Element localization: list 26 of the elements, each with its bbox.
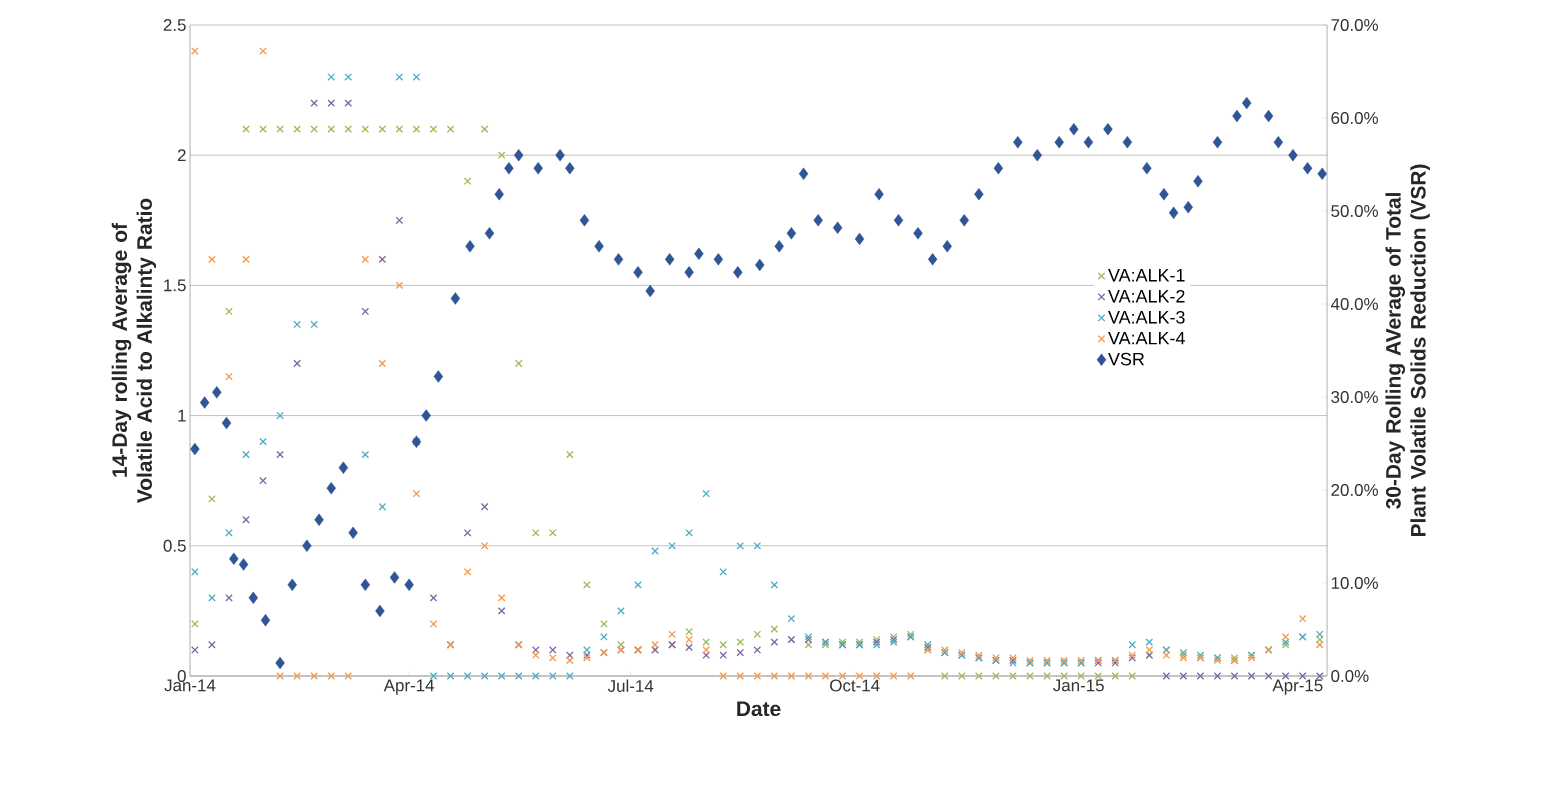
y2-tick-label: 70.0% — [1331, 18, 1378, 31]
y2-axis-title: 30-Day Rolling AVerage of Total Plant Volatile Solids Reduction (VSR) — [1385, 164, 1430, 537]
x-tick-label: Oct-14 — [830, 679, 880, 692]
x-tick-label: Apr-14 — [383, 679, 435, 695]
x-tick-label: Apr-15 — [1272, 679, 1323, 695]
y-tick-label: 1 — [178, 409, 186, 422]
legend-label: VSR — [1108, 352, 1145, 366]
y2-tick-label: 0.0% — [1331, 670, 1369, 682]
y2-tick-label: 50.0% — [1331, 204, 1378, 217]
y2-tick-label: 10.0% — [1331, 577, 1378, 589]
legend-label: VA:ALK-1 — [1108, 269, 1185, 282]
legend-label: VA:ALK-4 — [1108, 331, 1185, 345]
y-tick-label: 0.5 — [163, 539, 186, 552]
y-tick-label: 2.5 — [163, 18, 186, 31]
y2-tick-label: 60.0% — [1331, 111, 1378, 124]
y2-tick-label: 20.0% — [1331, 484, 1378, 496]
y2-tick-label: 30.0% — [1331, 390, 1378, 403]
legend-label: VA:ALK-3 — [1108, 310, 1185, 324]
y2-tick-label: 40.0% — [1330, 297, 1378, 310]
y-axis-title: 14-Day rolling Average of Volatile Acid to Alkalinty Ratio — [111, 198, 157, 504]
y-tick-label: 1.5 — [164, 279, 186, 292]
x-tick-label: Jul-14 — [607, 679, 654, 692]
x-tick-label: Jan-15 — [1053, 679, 1104, 692]
legend-label: VA:ALK-2 — [1108, 289, 1185, 303]
y-tick-label: 2 — [177, 149, 186, 162]
x-axis-title: Date — [737, 701, 781, 717]
